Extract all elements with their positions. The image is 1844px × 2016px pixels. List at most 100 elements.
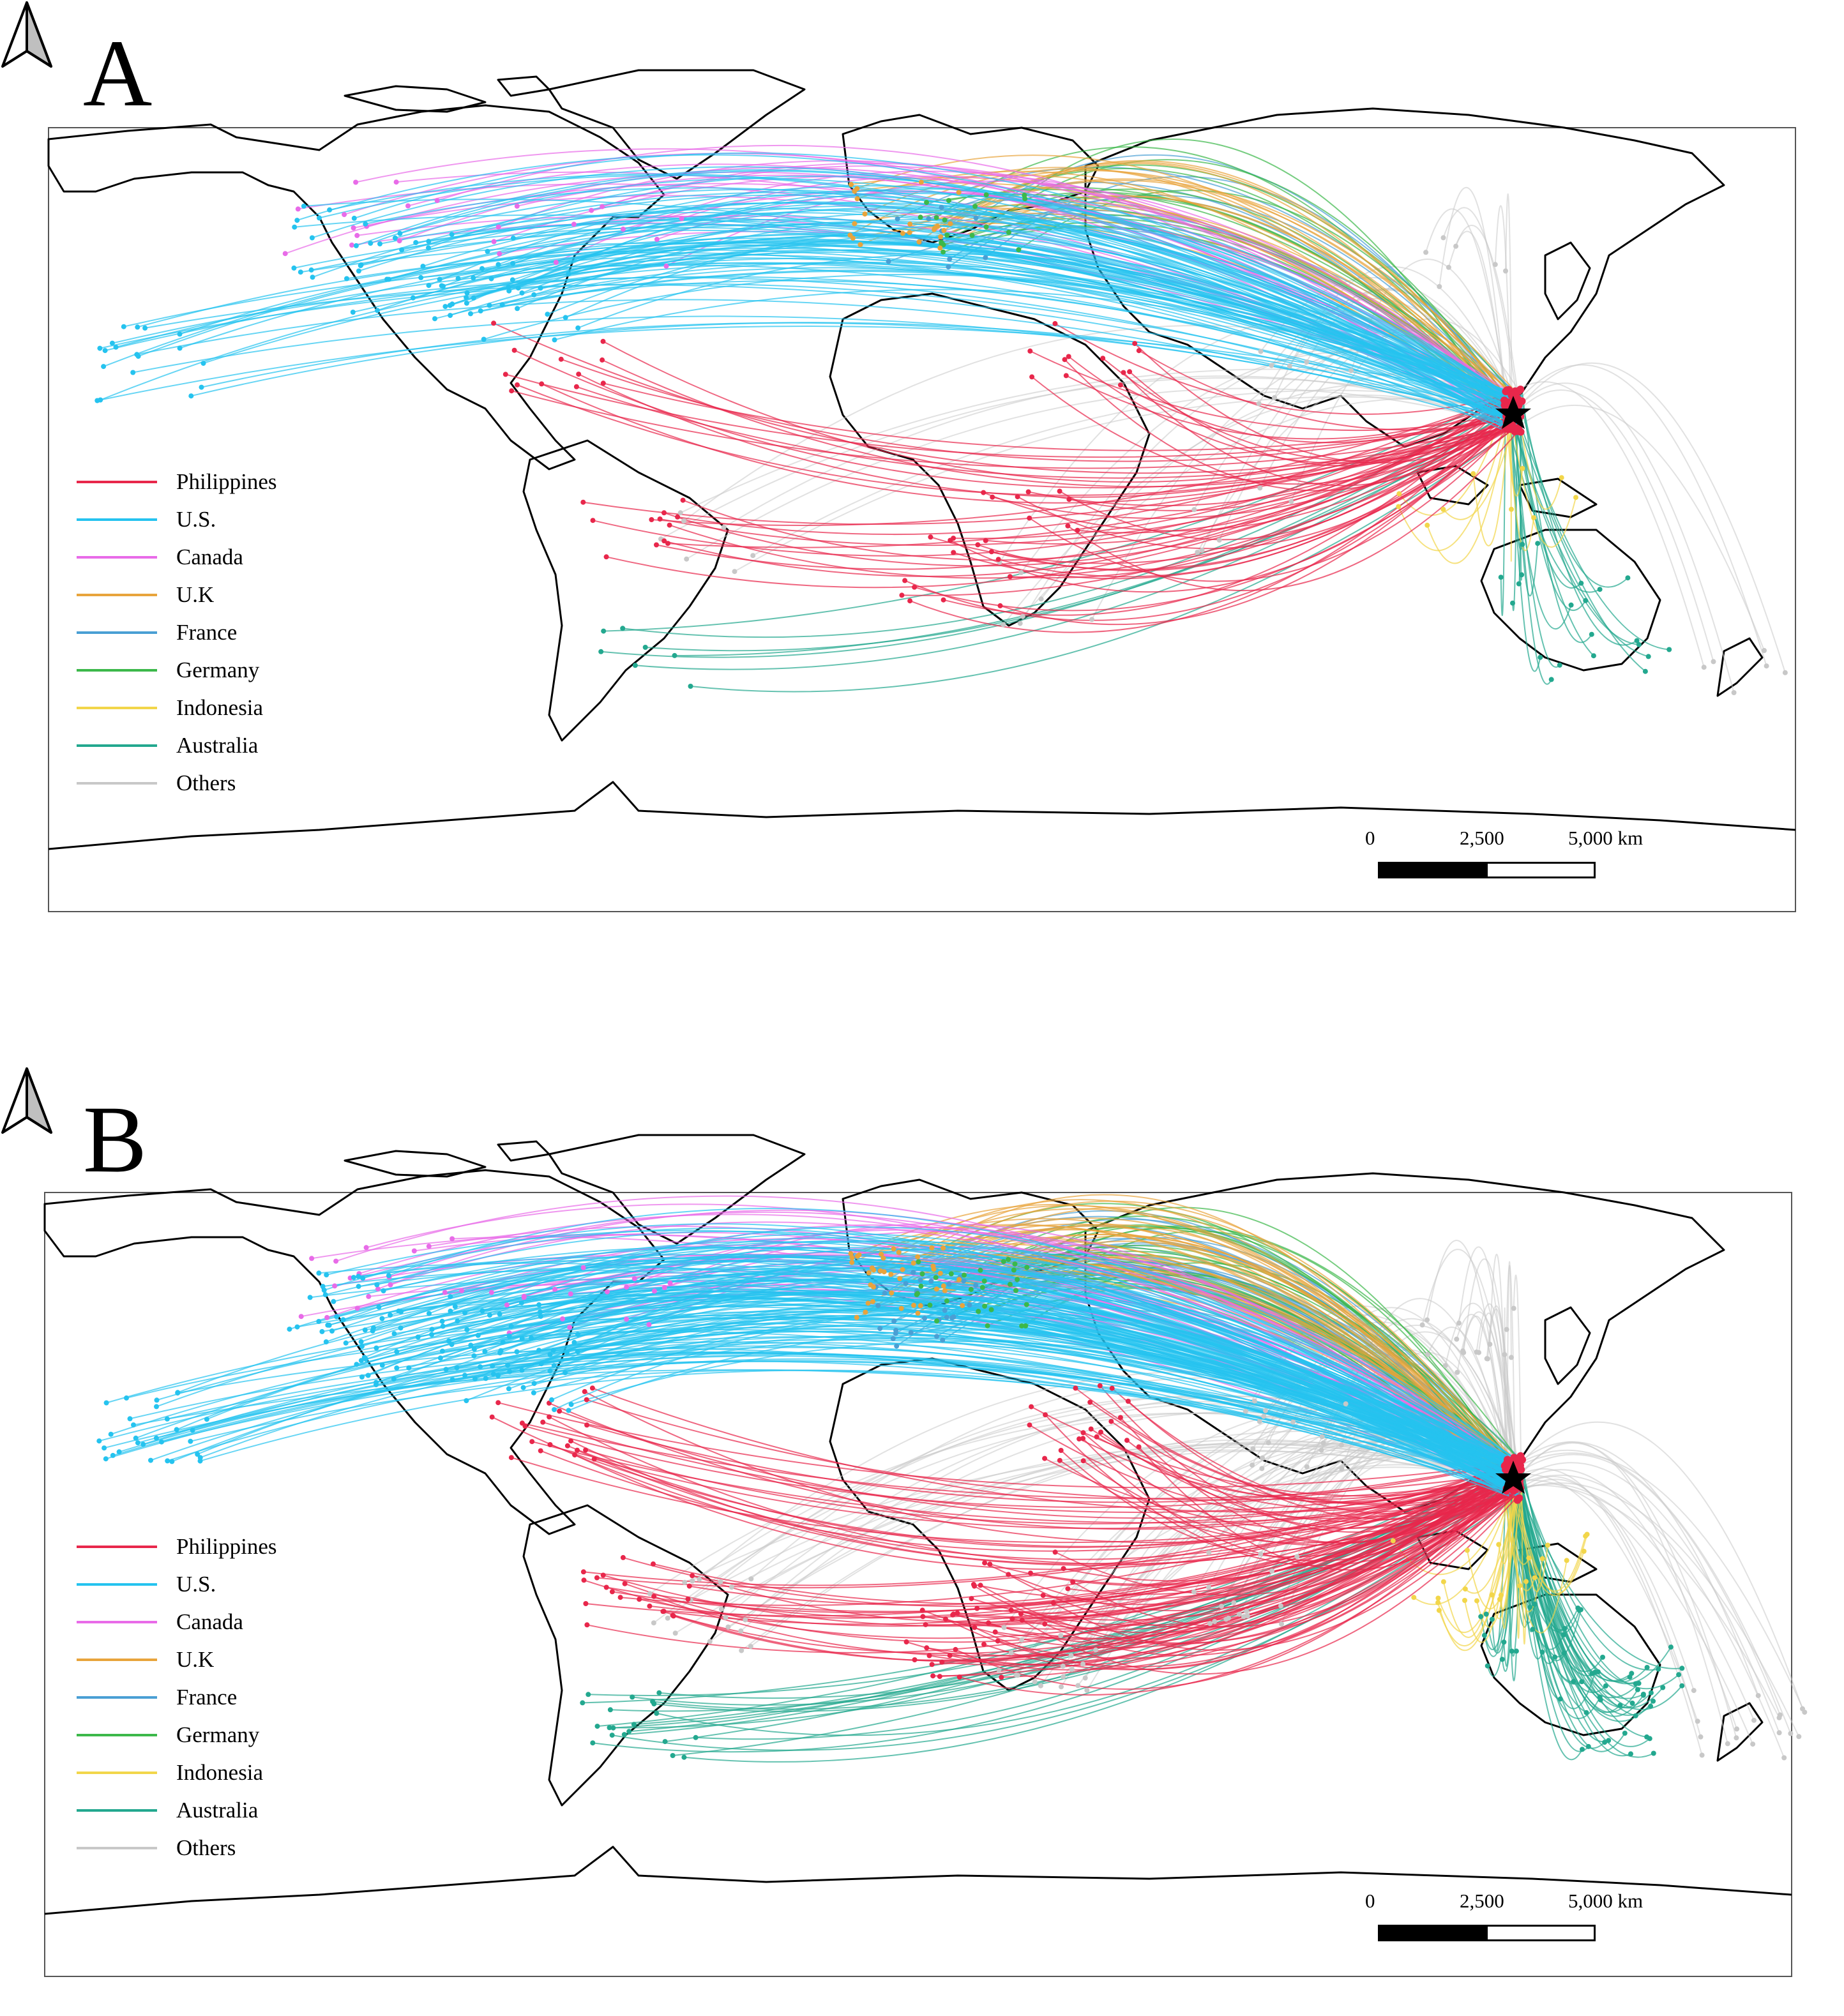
origin-point xyxy=(946,1281,952,1287)
origin-point xyxy=(356,1284,361,1290)
origin-point xyxy=(1644,1665,1650,1670)
flow-line xyxy=(401,207,1516,402)
origin-point xyxy=(1548,677,1554,682)
flow-line xyxy=(1504,394,1649,658)
origin-point xyxy=(1006,1572,1011,1577)
origin-point xyxy=(617,1595,623,1600)
origin-point xyxy=(948,221,953,227)
origin-point xyxy=(955,1610,960,1616)
origin-point xyxy=(942,1307,948,1313)
origin-point xyxy=(442,1290,448,1295)
origin-point xyxy=(342,212,347,218)
origin-point xyxy=(866,1270,872,1275)
origin-point xyxy=(366,1293,372,1299)
origin-point xyxy=(1762,648,1767,653)
flow-line xyxy=(319,174,1506,427)
origin-point xyxy=(478,308,483,313)
origin-point xyxy=(912,584,918,590)
origin-point xyxy=(1251,1398,1257,1404)
origin-point xyxy=(354,232,360,238)
flow-line xyxy=(540,1450,1520,1552)
legend-label: Canada xyxy=(176,544,243,569)
origin-point xyxy=(621,1732,627,1738)
flow-line xyxy=(448,1267,1521,1478)
flow-line xyxy=(663,1490,1513,1662)
flow-line xyxy=(1509,389,1714,662)
origin-point xyxy=(863,1309,868,1315)
origin-point xyxy=(969,1596,974,1602)
hub-cluster-point xyxy=(1517,1466,1525,1474)
flow-line xyxy=(1437,1469,1518,1651)
origin-point xyxy=(947,1653,953,1659)
origin-point xyxy=(480,1308,485,1314)
origin-point xyxy=(575,1447,580,1453)
flow-line xyxy=(1413,1494,1512,1606)
flow-line xyxy=(191,322,1506,414)
origin-point xyxy=(1219,1604,1224,1609)
origin-point xyxy=(677,510,683,516)
flow-line xyxy=(1398,406,1506,516)
origin-point xyxy=(1100,356,1106,361)
origin-point xyxy=(552,1407,557,1413)
origin-point xyxy=(483,1376,488,1381)
legend-item-others: Others xyxy=(77,764,277,802)
origin-point xyxy=(519,1367,525,1373)
flow-line xyxy=(445,235,1517,409)
flow-line xyxy=(200,1335,1509,1466)
origin-point xyxy=(939,1659,945,1665)
flow-line xyxy=(1518,1469,1659,1671)
origin-point xyxy=(529,1439,535,1445)
origin-point xyxy=(1080,1458,1086,1464)
origin-point xyxy=(642,645,648,650)
flow-line xyxy=(1427,1327,1506,1466)
origin-point xyxy=(1088,1426,1094,1432)
origin-point xyxy=(498,1348,504,1353)
origin-point xyxy=(499,302,505,308)
flow-line xyxy=(354,152,1518,405)
origin-point xyxy=(580,499,586,505)
origin-point xyxy=(1442,1363,1448,1369)
origin-point xyxy=(317,215,322,221)
flow-line xyxy=(192,1345,1512,1489)
origin-point xyxy=(972,204,978,209)
origin-point xyxy=(667,1281,673,1286)
origin-point xyxy=(1020,613,1025,619)
origin-point xyxy=(690,1573,695,1579)
origin-point xyxy=(1027,1422,1032,1428)
map-frame xyxy=(44,1192,1792,1977)
origin-point xyxy=(514,1349,520,1355)
origin-point xyxy=(432,316,437,322)
flow-line xyxy=(620,1465,1513,1606)
origin-point xyxy=(1266,1440,1271,1445)
flow-line xyxy=(497,1402,1523,1489)
origin-point xyxy=(468,1343,474,1348)
origin-point xyxy=(363,1245,369,1251)
origin-point xyxy=(895,216,900,222)
south-america-outline xyxy=(522,439,729,742)
flow-line xyxy=(583,422,1507,525)
origin-point xyxy=(368,241,374,246)
flow-line xyxy=(1505,193,1513,396)
legend-label: Canada xyxy=(176,1609,243,1634)
flow-line xyxy=(593,403,1523,557)
flow-line xyxy=(953,397,1506,539)
flow-line xyxy=(547,234,1513,421)
origin-point xyxy=(1125,1399,1131,1404)
legend-swatch xyxy=(77,593,157,596)
flow-line xyxy=(568,242,1520,425)
origin-point xyxy=(582,1388,587,1394)
origin-point xyxy=(584,1622,590,1628)
origin-point xyxy=(1066,354,1071,359)
origin-point xyxy=(609,1733,615,1738)
origin-point xyxy=(590,1740,596,1746)
origin-point xyxy=(854,186,860,192)
origin-point xyxy=(1411,1595,1417,1600)
flow-line xyxy=(390,1221,1515,1471)
origin-point xyxy=(987,1561,993,1567)
origin-point xyxy=(441,283,446,289)
origin-point xyxy=(1226,1615,1231,1621)
origin-point xyxy=(344,276,349,282)
legend-swatch xyxy=(77,744,157,747)
origin-point xyxy=(1470,471,1476,476)
origin-point xyxy=(391,1331,397,1337)
